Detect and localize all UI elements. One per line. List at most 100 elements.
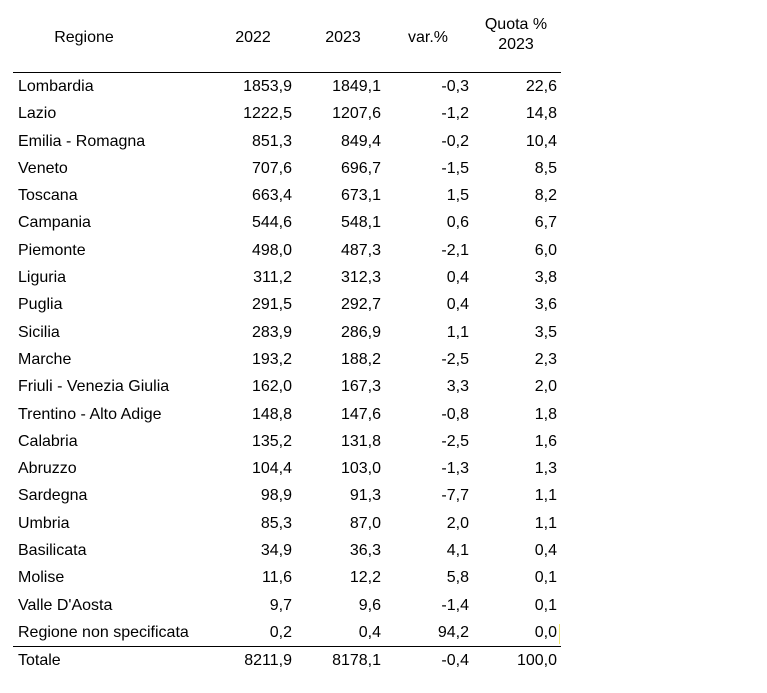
cell-region: Valle D'Aosta [18,596,113,614]
cell-2022: 1222,5 [243,105,292,123]
table-row: Umbria 85,3 87,0 2,0 1,1 [13,510,561,537]
cell-region: Veneto [18,159,68,177]
table-row: Toscana 663,4 673,1 1,5 8,2 [13,182,561,209]
cell-region: Marche [18,350,72,368]
cell-2023: 9,6 [358,596,381,614]
cell-2023: 673,1 [340,187,381,205]
cell-quota: 10,4 [525,132,557,150]
cell-var: 94,2 [437,623,469,641]
header-quota: Quota % 2023 [473,15,559,55]
cell-2022: 148,8 [251,405,292,423]
cell-quota: 1,6 [534,432,557,450]
cell-var: 0,4 [446,296,469,314]
cell-region: Trentino - Alto Adige [18,405,162,423]
cell-quota: 0,1 [534,569,557,587]
table-row: Sicilia 283,9 286,9 1,1 3,5 [13,319,561,346]
header-2022: 2022 [235,29,271,46]
cell-region: Liguria [18,269,67,287]
cell-var: -0,3 [441,78,469,95]
cell-2022: 544,6 [251,214,292,232]
cell-var: 4,1 [446,542,469,560]
table-row: Friuli - Venezia Giulia 162,0 167,3 3,3 2,0 [13,373,561,400]
cell-var: 0,6 [446,214,469,232]
cell-2022: 85,3 [260,514,292,532]
cell-region: Sardegna [18,487,88,505]
total-var: -0,4 [441,652,469,670]
cell-region: Sicilia [18,323,60,341]
cell-2022: 193,2 [251,350,292,368]
cell-2022: 104,4 [251,460,292,478]
table-row: Liguria 311,2 312,3 0,4 3,8 [13,264,561,291]
cell-region: Regione non specificata [18,623,189,641]
cell-2022: 851,3 [251,132,292,150]
cell-region: Friuli - Venezia Giulia [18,378,170,396]
cell-2022: 98,9 [260,487,292,505]
cell-2022: 291,5 [251,296,292,314]
cell-var: 1,1 [446,323,469,341]
cell-2023: 87,0 [349,514,381,532]
cell-var: -2,5 [441,350,469,368]
cell-quota: 6,0 [534,241,557,259]
total-2023: 8178,1 [332,652,381,670]
table-row: Basilicata 34,9 36,3 4,1 0,4 [13,537,561,564]
total-2022: 8211,9 [244,652,292,670]
header-region: Regione [54,29,114,46]
cell-2022: 663,4 [251,187,292,205]
cell-var: 5,8 [446,569,469,587]
cell-quota: 1,1 [534,514,557,532]
cell-quota: 6,7 [534,214,557,232]
table-row: Puglia 291,5 292,7 0,4 3,6 [13,291,561,318]
cell-region: Umbria [18,514,70,532]
cell-region: Toscana [18,187,78,205]
table-body: Lombardia 1853,9 1849,1 -0,3 22,6 Lazio 1222,5… [13,73,561,646]
cell-var: -1,2 [441,105,469,123]
cell-2023: 548,1 [340,214,381,232]
cell-2023: 1207,6 [332,105,381,123]
cell-region: Molise [18,569,65,587]
cell-quota: 1,1 [534,487,557,505]
cell-quota: 1,3 [534,460,557,478]
table-header: Regione 2022 2023 var.% Quota % 2023 [13,12,561,73]
cell-quota: 0,4 [534,542,557,560]
header-2023: 2023 [325,29,361,46]
header-quota-line2: 2023 [498,36,534,53]
header-quota-line1: Quota % [484,16,548,33]
cell-var: 3,3 [446,378,469,396]
cell-2023: 36,3 [349,542,381,560]
cell-quota: 22,6 [525,78,557,95]
table-row: Veneto 707,6 696,7 -1,5 8,5 [13,155,561,182]
cell-2022: 0,2 [269,623,292,641]
cell-var: -2,5 [441,432,469,450]
cell-2022: 162,0 [251,378,292,396]
cell-quota: 3,8 [534,269,557,287]
cell-2022: 11,6 [262,569,292,587]
cell-quota: 0,1 [534,596,557,614]
cell-2023: 292,7 [340,296,381,314]
table-row: Marche 193,2 188,2 -2,5 2,3 [13,346,561,373]
cell-2022: 311,2 [253,269,292,287]
cell-region: Calabria [18,432,78,450]
cell-var: 0,4 [446,269,469,287]
cell-var: -1,4 [441,596,469,614]
cell-2023: 131,8 [340,432,381,450]
cell-var: -2,1 [441,241,469,259]
cell-quota: 1,8 [534,405,557,423]
regional-data-table: Regione 2022 2023 var.% Quota % 2023 Lom… [13,12,561,675]
table-row: Trentino - Alto Adige 148,8 147,6 -0,8 1,8 [13,401,561,428]
cell-2023: 188,2 [340,350,381,368]
cell-2022: 9,7 [269,596,292,614]
cell-2022: 707,6 [251,159,292,177]
cell-2022: 34,9 [260,542,292,560]
table-row: Abruzzo 104,4 103,0 -1,3 1,3 [13,455,561,482]
cell-quota: 3,5 [534,323,557,341]
cell-quota: 8,2 [534,187,557,205]
cell-quota: 2,3 [534,350,557,368]
table-row: Molise 11,6 12,2 5,8 0,1 [13,564,561,591]
cell-quota: 0,0 [534,623,557,641]
table-row: Regione non specificata 0,2 0,4 94,2 0,0 [13,619,561,646]
cell-var: 1,5 [446,187,469,205]
cell-2022: 498,0 [251,241,292,259]
cell-var: -0,2 [441,132,469,150]
cell-quota: 2,0 [534,378,557,396]
cell-region: Abruzzo [18,460,77,478]
